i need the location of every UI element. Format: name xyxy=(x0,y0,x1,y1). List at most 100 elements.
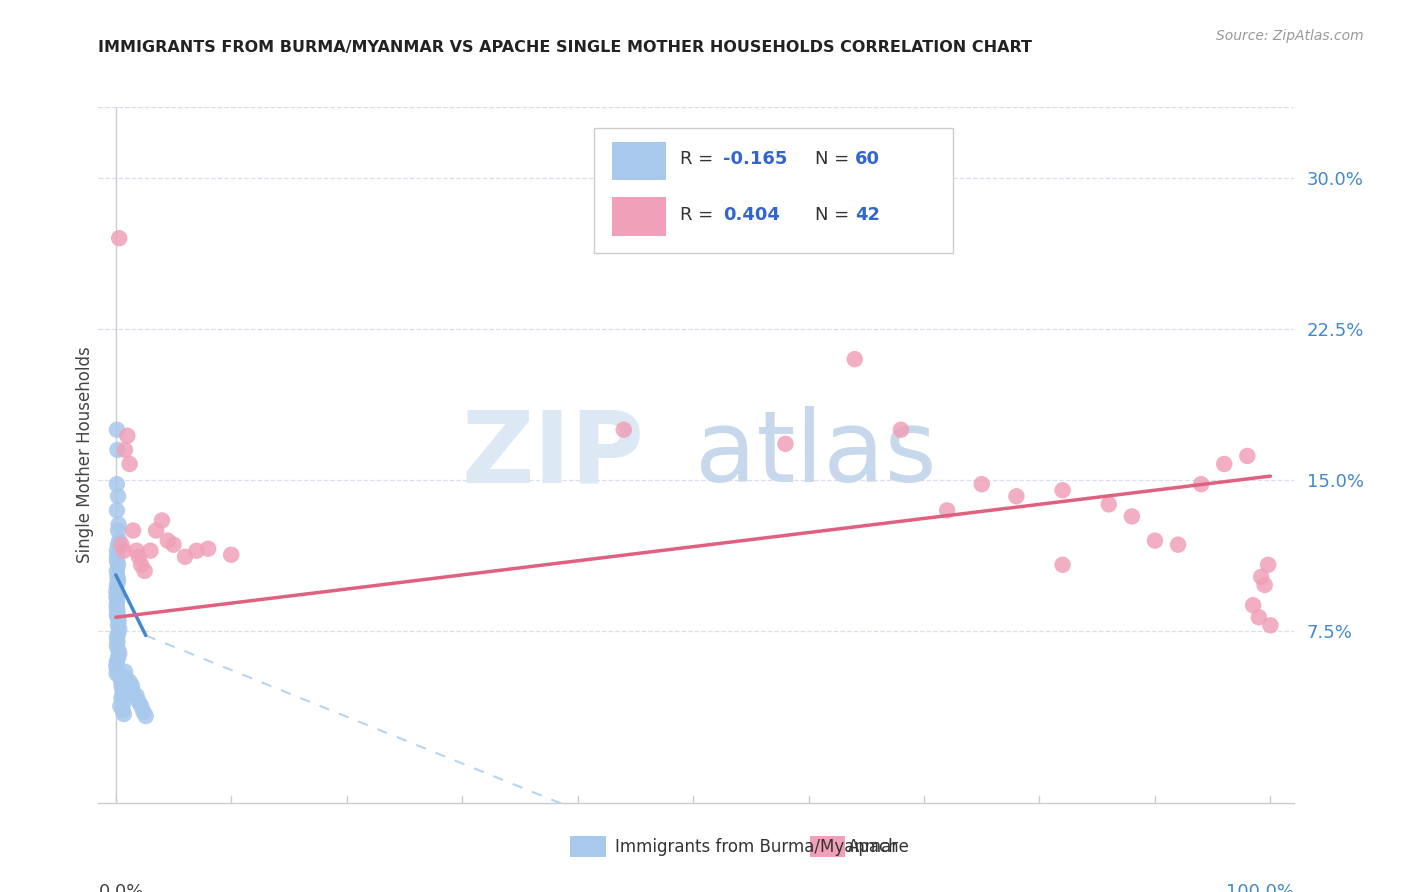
Point xyxy=(125,543,148,558)
Point xyxy=(105,631,128,645)
Point xyxy=(108,647,131,661)
Point xyxy=(110,674,132,689)
Point xyxy=(775,437,797,451)
Point xyxy=(139,543,162,558)
Point xyxy=(219,548,242,562)
Point xyxy=(844,352,866,367)
FancyBboxPatch shape xyxy=(613,142,666,180)
Point xyxy=(1260,618,1282,632)
Text: Apache: Apache xyxy=(848,838,910,855)
Text: 0.404: 0.404 xyxy=(724,206,780,224)
Point xyxy=(107,570,129,584)
Text: N =: N = xyxy=(815,150,855,169)
Point xyxy=(162,538,184,552)
Text: -0.165: -0.165 xyxy=(724,150,787,169)
Point xyxy=(105,554,128,568)
Point xyxy=(1167,538,1189,552)
Point xyxy=(1121,509,1143,524)
Point xyxy=(107,650,129,665)
Point xyxy=(1241,598,1264,612)
Point xyxy=(105,588,128,602)
Text: Immigrants from Burma/Myanmar: Immigrants from Burma/Myanmar xyxy=(614,838,898,855)
Point xyxy=(1257,558,1279,572)
Point xyxy=(1098,497,1121,511)
Point xyxy=(174,549,197,564)
Point xyxy=(105,584,128,599)
Point xyxy=(105,564,128,578)
Text: R =: R = xyxy=(681,206,720,224)
Point xyxy=(110,690,132,705)
Point xyxy=(105,663,128,677)
Point xyxy=(105,590,128,604)
Point xyxy=(936,503,959,517)
FancyBboxPatch shape xyxy=(613,197,666,235)
Point xyxy=(132,705,155,719)
Point xyxy=(107,604,129,618)
Text: Source: ZipAtlas.com: Source: ZipAtlas.com xyxy=(1216,29,1364,43)
Point xyxy=(105,658,128,673)
Point xyxy=(134,564,156,578)
Point xyxy=(105,549,128,564)
Point xyxy=(105,543,128,558)
Point xyxy=(125,689,148,703)
Text: 60: 60 xyxy=(855,150,880,169)
Point xyxy=(1052,483,1074,498)
Point xyxy=(145,524,167,538)
Point xyxy=(105,666,128,681)
Text: 100.0%: 100.0% xyxy=(1226,883,1294,892)
Point xyxy=(108,231,131,245)
Point xyxy=(107,634,129,648)
Text: IMMIGRANTS FROM BURMA/MYANMAR VS APACHE SINGLE MOTHER HOUSEHOLDS CORRELATION CHA: IMMIGRANTS FROM BURMA/MYANMAR VS APACHE … xyxy=(98,40,1032,55)
Point xyxy=(105,608,128,623)
Point xyxy=(970,477,993,491)
Point xyxy=(111,687,134,701)
Point xyxy=(112,707,135,722)
Point xyxy=(118,674,141,689)
Point xyxy=(111,682,134,697)
Point xyxy=(128,695,150,709)
Point xyxy=(107,524,129,538)
Point xyxy=(105,598,128,612)
Point xyxy=(890,423,912,437)
Point xyxy=(107,615,129,629)
Point xyxy=(105,503,128,517)
Point xyxy=(105,477,128,491)
Point xyxy=(128,549,150,564)
Point xyxy=(105,578,128,592)
Point xyxy=(186,543,208,558)
Point xyxy=(105,639,128,653)
Point xyxy=(156,533,179,548)
Point xyxy=(110,538,132,552)
Point xyxy=(112,543,135,558)
Point xyxy=(107,489,129,503)
Y-axis label: Single Mother Households: Single Mother Households xyxy=(76,347,94,563)
Point xyxy=(613,423,636,437)
Point xyxy=(1247,610,1270,624)
Point xyxy=(122,524,145,538)
Point xyxy=(114,665,136,679)
Point xyxy=(105,602,128,616)
Point xyxy=(107,642,129,657)
Text: R =: R = xyxy=(681,150,720,169)
Point xyxy=(107,626,129,640)
Point xyxy=(129,698,152,713)
Point xyxy=(1143,533,1166,548)
Point xyxy=(107,442,129,457)
Point xyxy=(112,695,135,709)
Point xyxy=(107,538,129,552)
FancyBboxPatch shape xyxy=(595,128,953,253)
Point xyxy=(1005,489,1028,503)
Point xyxy=(110,671,132,685)
Text: atlas: atlas xyxy=(695,407,936,503)
Point xyxy=(129,558,152,572)
Point xyxy=(107,558,129,572)
Point xyxy=(1236,449,1258,463)
Point xyxy=(107,610,129,624)
Point xyxy=(115,671,138,685)
FancyBboxPatch shape xyxy=(571,836,606,857)
Point xyxy=(105,655,128,669)
Point xyxy=(108,533,131,548)
Point xyxy=(122,685,145,699)
Point xyxy=(111,703,134,717)
Point xyxy=(1213,457,1236,471)
